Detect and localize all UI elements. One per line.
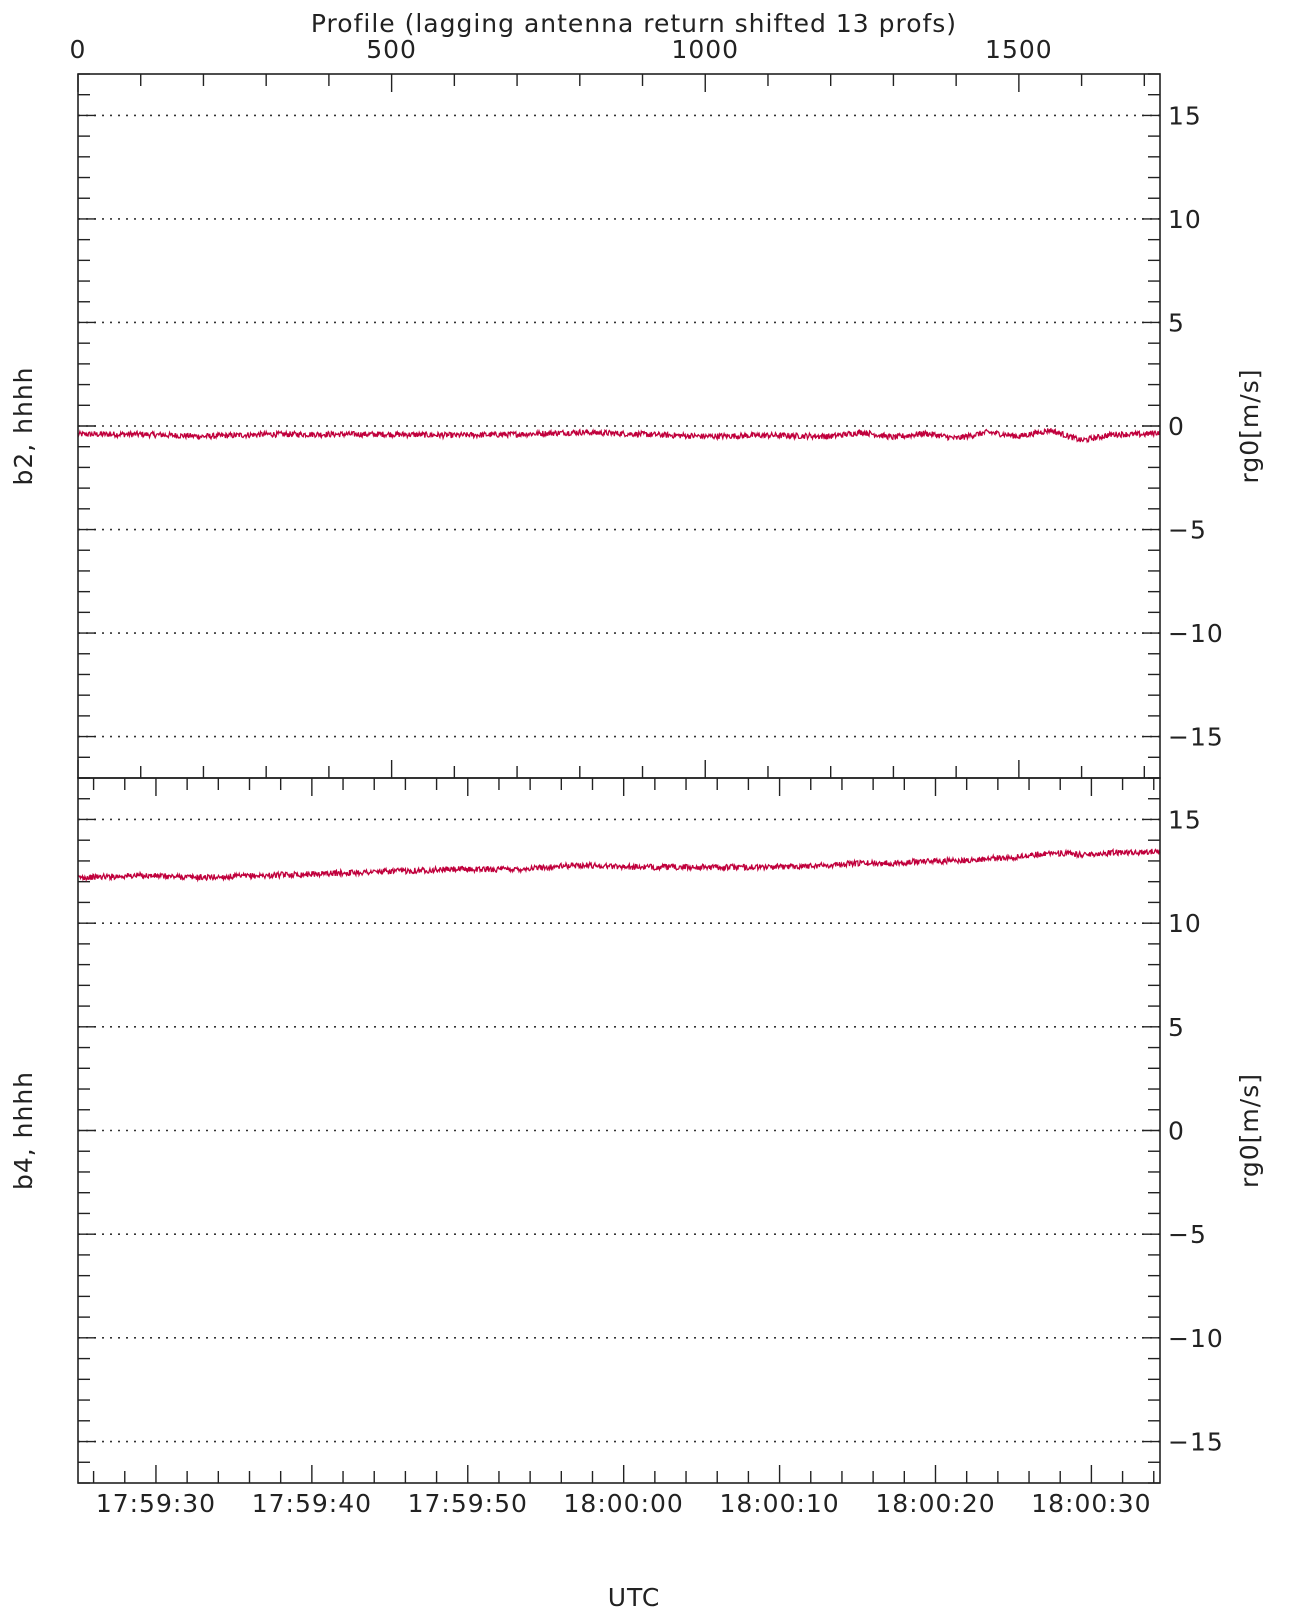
bottom-tick-label: 18:00:20 [875,1489,995,1518]
bottom-axis-title: UTC [608,1583,661,1612]
panel-frame [77,777,1161,1484]
bottom-tick-label: 17:59:30 [96,1489,216,1518]
bottom-tick-label: 18:00:00 [564,1489,684,1518]
y-tick-label: 10 [1168,909,1202,938]
series-line [77,428,1161,444]
top-axis-title: Profile (lagging antenna return shifted … [311,9,957,38]
y-axis-label: rg0[m/s] [1235,369,1264,484]
y-tick-label: 0 [1168,412,1185,441]
panel-b4: 15 10 5 0 −5 −10 −15 b4, hhhh rg0[m/s] [9,777,1264,1484]
y-tick-label: 5 [1168,308,1185,337]
top-tick-label: 1000 [671,35,739,64]
y-tick-label: 0 [1168,1117,1185,1146]
y-tick-label: −10 [1168,1324,1224,1353]
bottom-tick-label: 17:59:40 [252,1489,372,1518]
y-tick-label: −15 [1168,723,1224,752]
panel-title: b4, hhhh [9,1071,38,1190]
bottom-tick-label: 18:00:30 [1031,1489,1151,1518]
bottom-axis-ticks: 17:59:30 17:59:40 17:59:50 18:00:00 18:00:10… [92,778,1155,1518]
y-tick-label: −5 [1168,1220,1207,1249]
top-tick-label: 1500 [985,35,1053,64]
y-tick-label: −15 [1168,1428,1224,1457]
panel-title: b2, hhhh [9,366,38,485]
series-line [77,847,1161,883]
y-tick-label: 15 [1168,805,1202,834]
y-tick-label: 15 [1168,101,1202,130]
y-tick-label: −10 [1168,619,1224,648]
top-axis-ticks: 0 500 1000 1500 [70,35,1146,778]
top-tick-label: 500 [366,35,417,64]
panel-b2: 15 10 5 0 −5 −10 −15 b2, hhhh rg0[m/s] [9,73,1264,779]
bottom-tick-label: 18:00:10 [719,1489,839,1518]
y-tick-label: 10 [1168,205,1202,234]
top-tick-label: 0 [70,35,87,64]
y-tick-label: −5 [1168,516,1207,545]
bottom-tick-label: 17:59:50 [408,1489,528,1518]
panel-frame [77,73,1161,779]
y-tick-label: 5 [1168,1013,1185,1042]
y-axis-label: rg0[m/s] [1235,1073,1264,1188]
